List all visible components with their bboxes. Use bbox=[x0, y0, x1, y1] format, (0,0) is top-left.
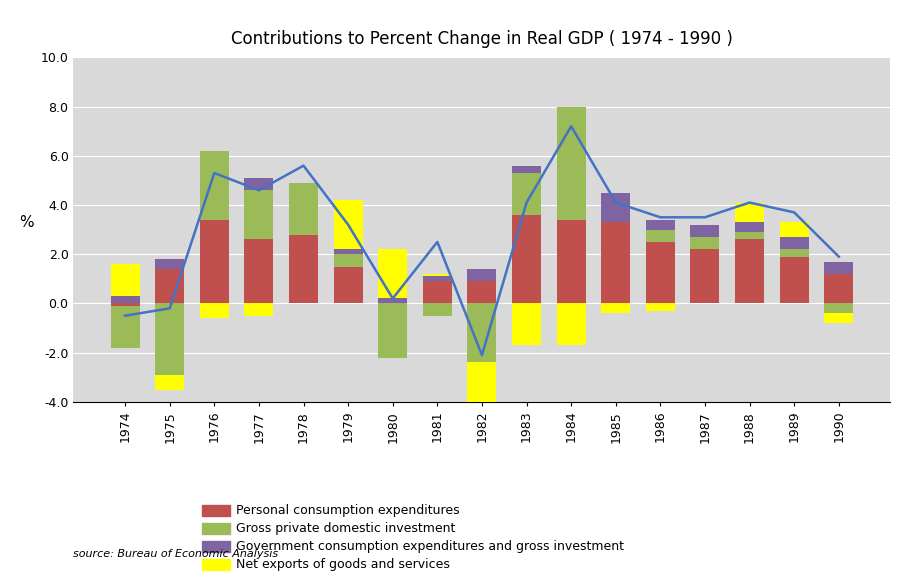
Bar bbox=[110, 304, 140, 306]
Bar bbox=[601, 222, 631, 304]
Bar bbox=[690, 224, 720, 237]
Bar bbox=[556, 107, 586, 220]
Bar bbox=[244, 239, 274, 304]
Bar bbox=[110, 296, 140, 304]
Percent change at annual rate of Real GDP bbox=[387, 295, 398, 302]
Bar bbox=[467, 362, 497, 439]
Bar bbox=[824, 262, 854, 274]
Bar bbox=[333, 200, 363, 249]
Line: Percent change at annual rate of Real GDP: Percent change at annual rate of Real GD… bbox=[125, 126, 839, 355]
Bar bbox=[779, 249, 809, 257]
Bar bbox=[244, 178, 274, 190]
Percent change at annual rate of Real GDP bbox=[298, 162, 309, 169]
Percent change at annual rate of Real GDP bbox=[431, 238, 442, 245]
Percent change at annual rate of Real GDP bbox=[476, 352, 487, 359]
Bar bbox=[333, 266, 363, 304]
Bar bbox=[779, 257, 809, 304]
Bar bbox=[467, 269, 497, 281]
Bar bbox=[646, 220, 675, 230]
Bar bbox=[110, 306, 140, 348]
Bar bbox=[289, 183, 318, 235]
Bar bbox=[646, 230, 675, 242]
Bar bbox=[423, 276, 452, 281]
Bar bbox=[200, 151, 229, 220]
Title: Contributions to Percent Change in Real GDP ( 1974 - 1990 ): Contributions to Percent Change in Real … bbox=[231, 29, 733, 48]
Legend: Personal consumption expenditures, Gross private domestic investment, Government: Personal consumption expenditures, Gross… bbox=[202, 505, 624, 574]
Bar bbox=[467, 281, 497, 304]
Percent change at annual rate of Real GDP bbox=[208, 169, 219, 176]
Bar bbox=[601, 193, 631, 222]
Bar bbox=[467, 304, 497, 362]
Bar bbox=[423, 304, 452, 316]
Percent change at annual rate of Real GDP bbox=[521, 199, 532, 206]
Bar bbox=[378, 304, 408, 358]
Bar bbox=[824, 304, 854, 313]
Percent change at annual rate of Real GDP bbox=[789, 209, 800, 216]
Bar bbox=[244, 190, 274, 239]
Bar bbox=[333, 254, 363, 266]
Bar bbox=[735, 232, 764, 239]
Percent change at annual rate of Real GDP bbox=[744, 199, 756, 206]
Percent change at annual rate of Real GDP bbox=[655, 214, 666, 221]
Bar bbox=[824, 274, 854, 304]
Bar bbox=[601, 304, 631, 313]
Bar bbox=[110, 264, 140, 296]
Bar bbox=[735, 222, 764, 232]
Percent change at annual rate of Real GDP bbox=[834, 253, 845, 260]
Bar bbox=[690, 249, 720, 304]
Percent change at annual rate of Real GDP bbox=[342, 221, 353, 228]
Bar bbox=[155, 269, 185, 304]
Bar bbox=[735, 203, 764, 222]
Percent change at annual rate of Real GDP bbox=[253, 187, 264, 193]
Text: source: Bureau of Economic Analysis: source: Bureau of Economic Analysis bbox=[73, 549, 278, 559]
Bar bbox=[200, 220, 229, 304]
Bar bbox=[333, 249, 363, 254]
Bar bbox=[423, 281, 452, 304]
Bar bbox=[244, 304, 274, 316]
Bar bbox=[512, 304, 541, 345]
Y-axis label: %: % bbox=[19, 215, 34, 230]
Percent change at annual rate of Real GDP bbox=[164, 305, 175, 312]
Bar bbox=[556, 304, 586, 345]
Bar bbox=[690, 237, 720, 249]
Bar bbox=[155, 375, 185, 390]
Percent change at annual rate of Real GDP bbox=[610, 199, 621, 206]
Bar bbox=[289, 235, 318, 304]
Bar bbox=[779, 237, 809, 249]
Percent change at annual rate of Real GDP bbox=[119, 312, 130, 319]
Bar bbox=[646, 304, 675, 311]
Bar bbox=[155, 259, 185, 269]
Bar bbox=[512, 166, 541, 173]
Percent change at annual rate of Real GDP bbox=[565, 123, 577, 130]
Percent change at annual rate of Real GDP bbox=[700, 214, 711, 221]
Bar bbox=[824, 313, 854, 323]
Bar bbox=[512, 173, 541, 215]
Bar bbox=[735, 239, 764, 304]
Bar bbox=[378, 298, 408, 304]
Bar bbox=[556, 220, 586, 304]
Bar bbox=[378, 249, 408, 298]
Bar bbox=[779, 222, 809, 237]
Bar bbox=[423, 274, 452, 276]
Bar bbox=[200, 304, 229, 318]
Bar bbox=[155, 304, 185, 375]
Bar bbox=[512, 215, 541, 304]
Bar bbox=[646, 242, 675, 304]
